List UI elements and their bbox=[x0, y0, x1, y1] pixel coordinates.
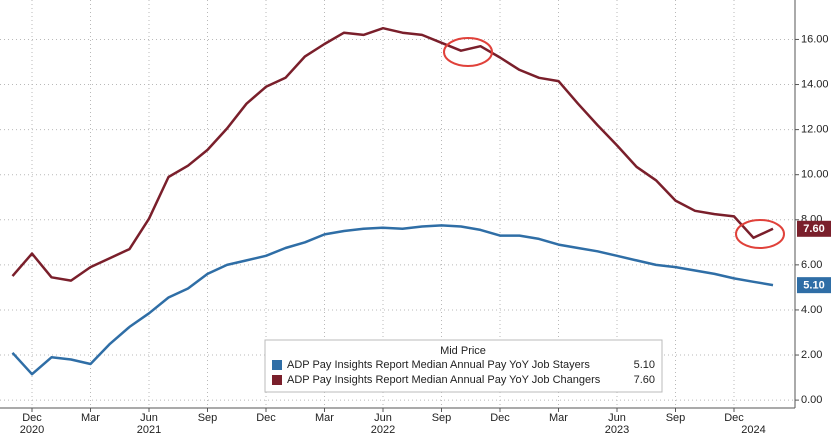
x-tick-label: Dec bbox=[22, 412, 42, 424]
legend-value: 7.60 bbox=[634, 374, 655, 386]
y-tick-label: 12.00 bbox=[801, 124, 829, 136]
highlight-circle bbox=[443, 37, 493, 67]
x-tick-label: Dec bbox=[256, 412, 276, 424]
x-year-label: 2022 bbox=[371, 424, 395, 433]
last-value-label: 5.10 bbox=[803, 280, 824, 292]
legend-title: Mid Price bbox=[440, 345, 486, 357]
x-tick-label: Jun bbox=[608, 412, 626, 424]
x-tick-label: Jun bbox=[140, 412, 158, 424]
x-tick-label: Sep bbox=[666, 412, 686, 424]
legend-box bbox=[264, 339, 663, 393]
x-year-label: 2024 bbox=[741, 424, 765, 433]
legend-swatch bbox=[272, 375, 282, 385]
x-tick-label: Dec bbox=[724, 412, 744, 424]
legend-label: ADP Pay Insights Report Median Annual Pa… bbox=[287, 374, 601, 386]
legend: Mid Price bbox=[264, 339, 663, 393]
highlight-circle bbox=[735, 219, 785, 249]
x-tick-label: Jun bbox=[374, 412, 392, 424]
last-value-badge bbox=[797, 220, 831, 237]
legend-value: 5.10 bbox=[634, 359, 655, 371]
x-year-label: 2023 bbox=[605, 424, 629, 433]
last-value-badge bbox=[797, 277, 831, 294]
y-tick-label: 0.00 bbox=[801, 394, 822, 406]
x-tick-label: Mar bbox=[549, 412, 568, 424]
x-year-label: 2020 bbox=[20, 424, 44, 433]
legend-label: ADP Pay Insights Report Median Annual Pa… bbox=[287, 359, 590, 371]
series-line bbox=[11, 26, 774, 282]
x-tick-label: Mar bbox=[81, 412, 100, 424]
y-tick-label: 6.00 bbox=[801, 259, 822, 271]
legend-swatch bbox=[272, 360, 282, 370]
series-line bbox=[11, 224, 774, 376]
y-tick-label: 16.00 bbox=[801, 33, 829, 45]
y-tick-label: 14.00 bbox=[801, 78, 829, 90]
x-year-label: 2021 bbox=[137, 424, 161, 433]
y-tick-label: 10.00 bbox=[801, 169, 829, 181]
x-tick-label: Sep bbox=[432, 412, 452, 424]
x-tick-label: Dec bbox=[490, 412, 510, 424]
x-tick-label: Sep bbox=[198, 412, 218, 424]
y-tick-label: 4.00 bbox=[801, 304, 822, 316]
last-value-label: 7.60 bbox=[803, 223, 824, 235]
y-tick-label: 2.00 bbox=[801, 349, 822, 361]
x-tick-label: Mar bbox=[315, 412, 334, 424]
